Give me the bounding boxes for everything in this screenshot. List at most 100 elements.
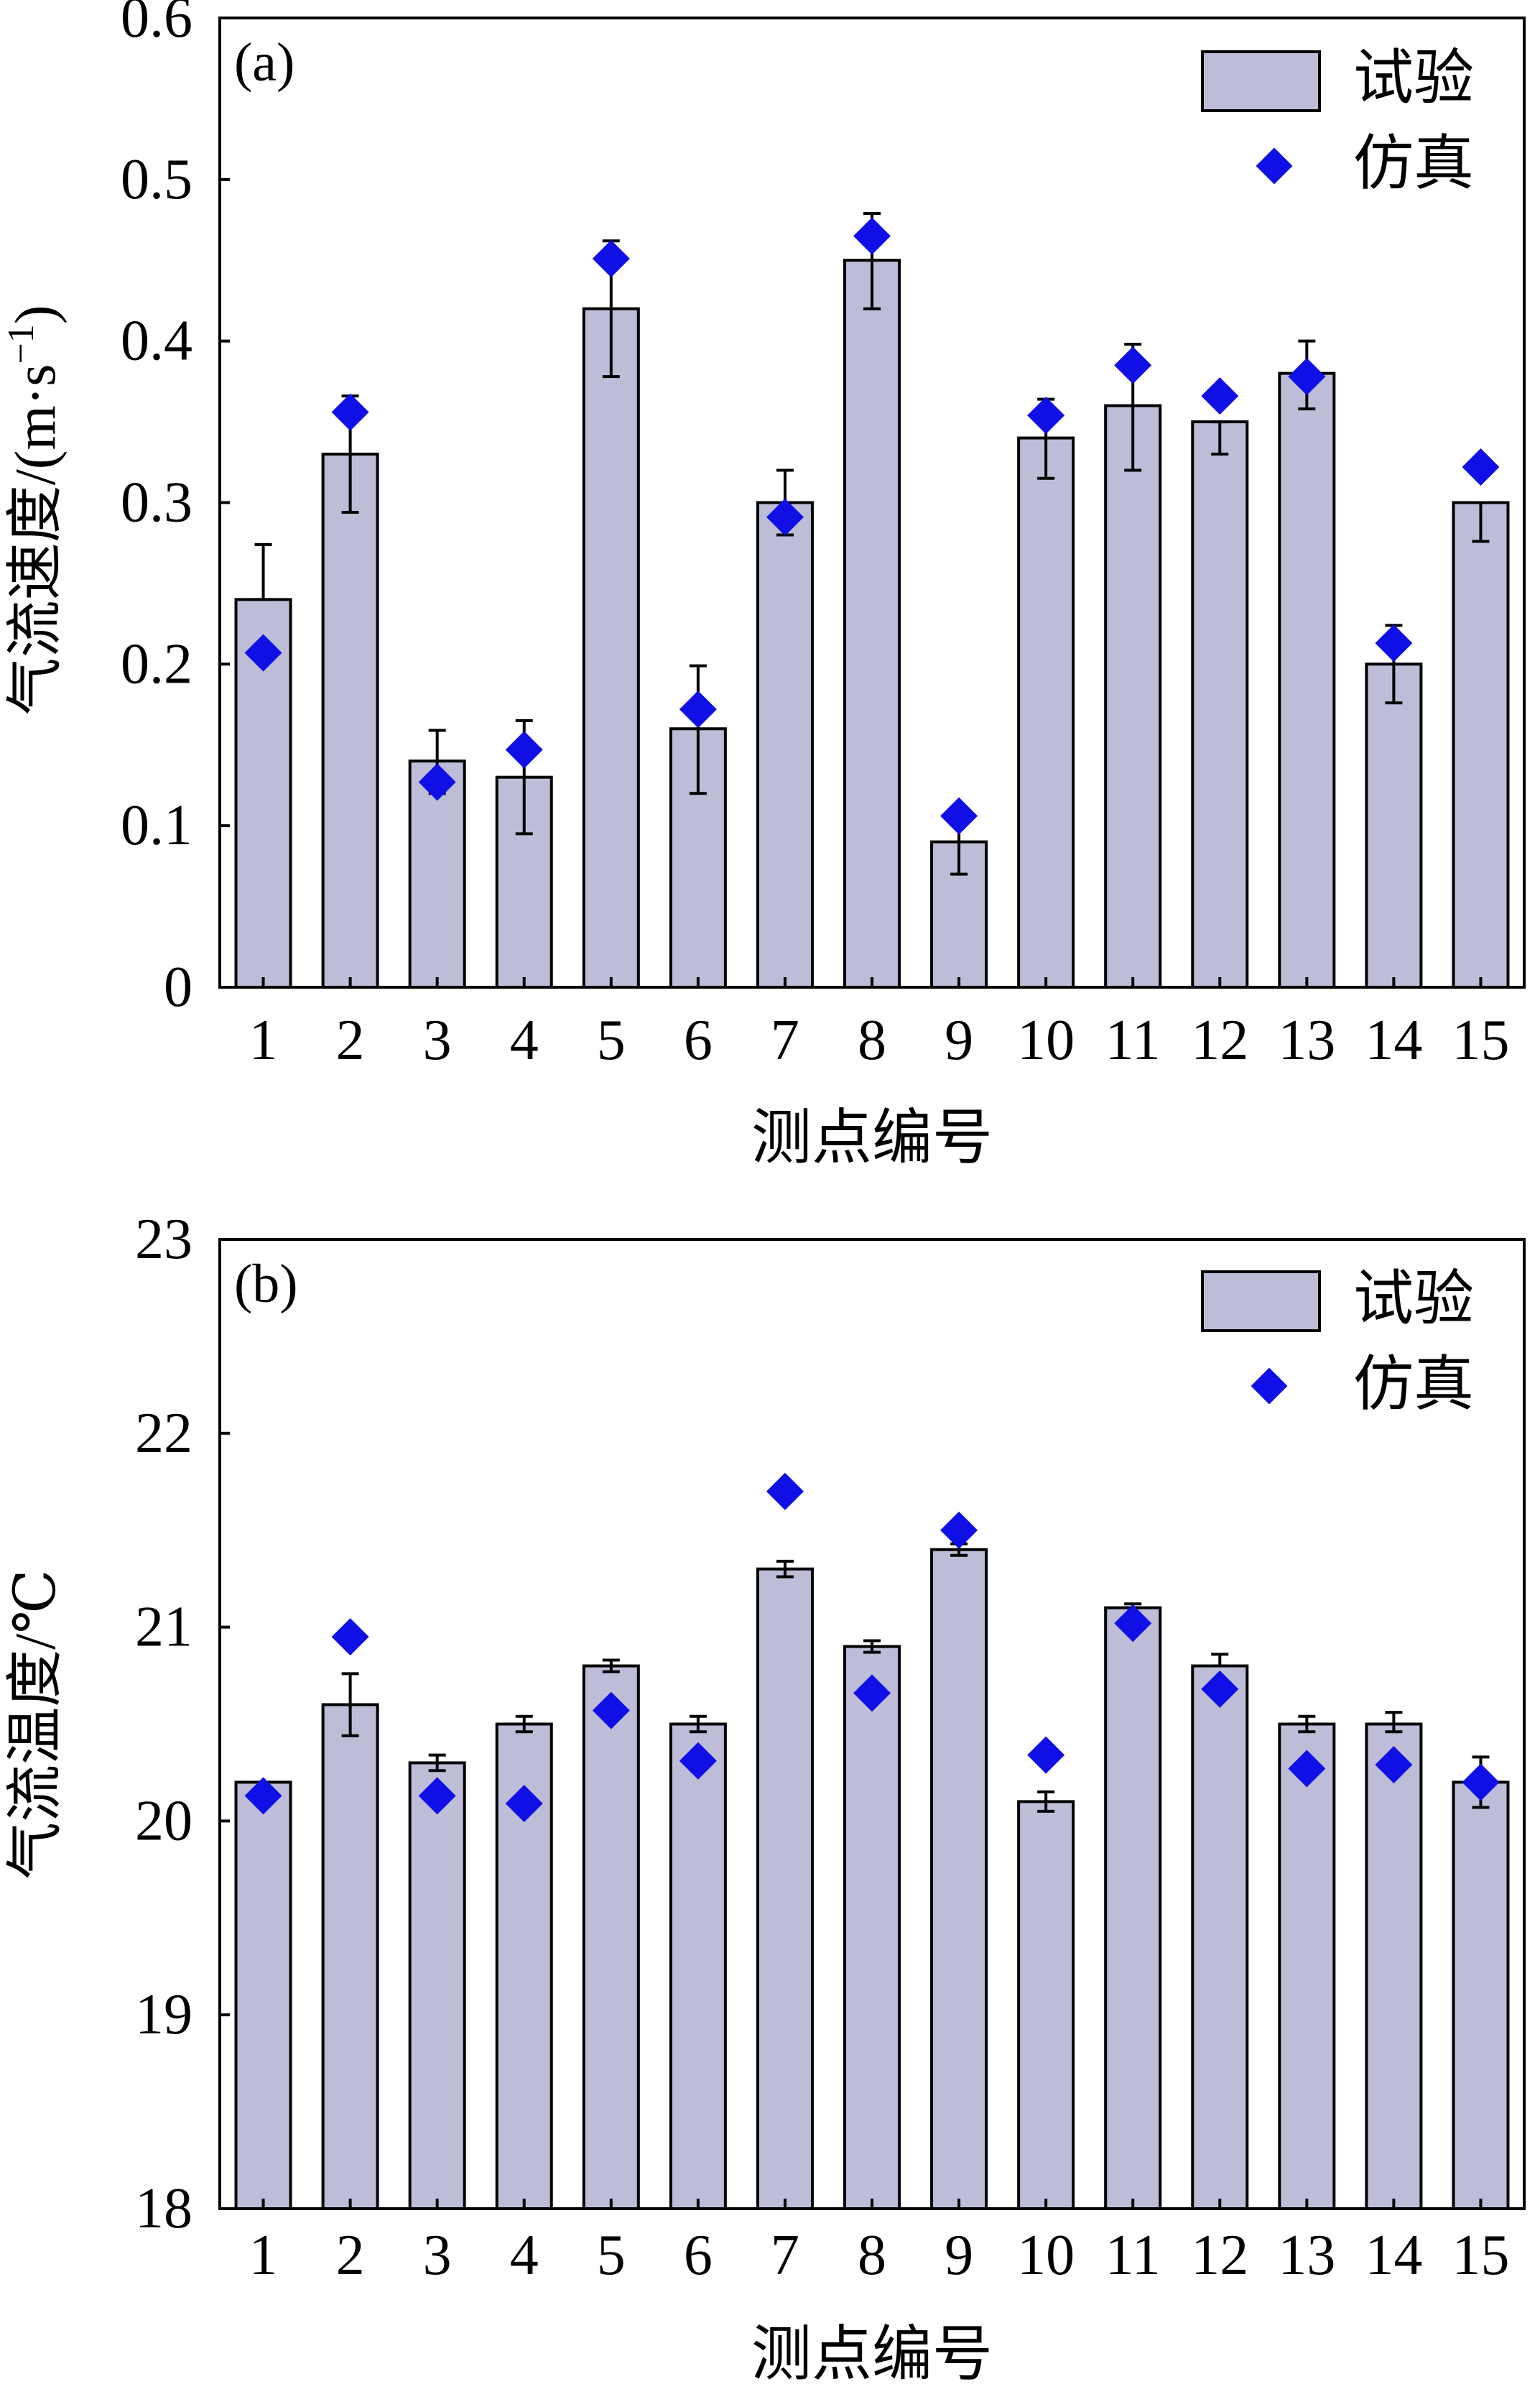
- panel-a-y-axis-label-end: ): [4, 305, 68, 325]
- panel-a-sim-marker-3: [418, 763, 456, 801]
- panel-b-bar-5: [582, 1664, 640, 2211]
- panel-a-ytick-label-3: 0.3: [121, 471, 192, 535]
- panel-a-xtick-label-12: 12: [1191, 1009, 1248, 1072]
- panel-a-xtick-label-3: 3: [423, 1009, 452, 1072]
- panel-b-bar-10: [1017, 1800, 1075, 2210]
- panel-b-errorbar-6: [689, 1714, 707, 1734]
- panel-a-xtick-label-15: 15: [1452, 1009, 1509, 1072]
- panel-a-sim-marker-2: [331, 393, 369, 431]
- panel-a-xtick-label-1: 1: [249, 1009, 278, 1072]
- panel-a-ytick-label-0: 0: [164, 956, 192, 1019]
- panel-a-bar-7: [756, 501, 814, 989]
- panel-a-xtick-label-7: 7: [771, 1009, 799, 1072]
- panel-b-sim-marker-15: [1462, 1763, 1500, 1801]
- panel-b-errorbar-10: [1037, 1790, 1055, 1813]
- panel-a-ytick-label-2: 0.2: [121, 632, 192, 696]
- panel-b-errorbar-7: [776, 1559, 794, 1579]
- panel-a-sim-marker-9: [940, 797, 978, 835]
- panel-a-legend-marker-label: 仿真: [1353, 131, 1474, 198]
- panel-a-sim-marker-10: [1027, 397, 1065, 435]
- panel-b-xtick-label-6: 6: [684, 2224, 713, 2287]
- panel-b-sim-marker-1: [244, 1777, 282, 1815]
- panel-a-xtick-label-11: 11: [1105, 1009, 1161, 1072]
- panel-b-legend-marker-swatch: [1251, 1367, 1288, 1405]
- panel-a-sim-marker-6: [679, 690, 717, 729]
- panel-b-y-axis-label: 气流温度/℃: [4, 1569, 68, 1880]
- panel-a-label: (a): [234, 32, 294, 93]
- panel-a-errorbar-1: [254, 542, 272, 601]
- panel-b-bar-11: [1104, 1606, 1162, 2211]
- panel-b-errorbar-14: [1385, 1711, 1403, 1734]
- panel-a-xtick-label-2: 2: [336, 1009, 365, 1072]
- panel-b-legend-marker-label: 仿真: [1353, 1352, 1474, 1418]
- panel-a-xtick-label-5: 5: [597, 1009, 626, 1072]
- panel-b-ytick-label-1: 19: [135, 1983, 192, 2046]
- panel-a-sim-marker-15: [1462, 448, 1500, 486]
- panel-b-ytick-label-3: 21: [135, 1596, 192, 1659]
- panel-a-sim-marker-12: [1201, 377, 1239, 415]
- panel-a-y-axis-label-sup: −1: [1, 324, 42, 364]
- panel-b-sim-marker-14: [1375, 1746, 1413, 1784]
- panel-a-ytick-label-6: 0.6: [121, 0, 192, 50]
- panel-b-bar-8: [843, 1645, 901, 2211]
- panel-a-legend-marker-swatch: [1256, 147, 1293, 185]
- panel-a-sim-marker-7: [766, 498, 804, 536]
- panel-b-bar-3: [408, 1761, 466, 2210]
- panel-a-bar-11: [1104, 404, 1162, 989]
- panel-b-xtick-label-11: 11: [1105, 2224, 1161, 2287]
- panel-b-errorbar-8: [863, 1639, 881, 1654]
- panel-a-xtick-label-6: 6: [684, 1009, 713, 1072]
- panel-b-ytick-label-5: 23: [135, 1208, 192, 1271]
- panel-b-legend-bar-label: 试验: [1353, 1266, 1474, 1333]
- panel-b-sim-marker-6: [679, 1742, 717, 1780]
- panel-b-bar-1: [234, 1780, 292, 2210]
- panel-a-sim-marker-13: [1288, 358, 1326, 396]
- panel-a-bar-12: [1191, 420, 1249, 989]
- panel-b-errorbar-13: [1298, 1714, 1316, 1734]
- panel-b-sim-marker-12: [1201, 1670, 1239, 1708]
- panel-b-sim-marker-8: [853, 1674, 891, 1712]
- panel-b-xtick-label-12: 12: [1191, 2224, 1248, 2287]
- panel-a-sim-marker-8: [853, 217, 891, 255]
- panel-a-bar-15: [1452, 501, 1510, 989]
- panel-a-sim-marker-1: [244, 634, 282, 672]
- panel-a-bar-10: [1017, 436, 1075, 989]
- panel-b-sim-marker-7: [766, 1472, 804, 1510]
- panel-a-errorbar-6: [689, 664, 707, 795]
- panel-a-bar-2: [321, 453, 379, 989]
- panel-a-xtick-label-8: 8: [858, 1009, 886, 1072]
- panel-b-bar-15: [1452, 1780, 1510, 2210]
- panel-b-errorbar-5: [602, 1658, 620, 1673]
- panel-b-sim-marker-4: [505, 1785, 543, 1823]
- panel-a-legend-bar-swatch: [1201, 50, 1321, 112]
- panel-b-bar-6: [669, 1722, 727, 2210]
- panel-a-bar-14: [1365, 662, 1423, 989]
- panel-a-xtick-label-10: 10: [1017, 1009, 1075, 1072]
- panel-a-xtick-label-14: 14: [1365, 1009, 1422, 1072]
- panel-b-bar-9: [930, 1548, 988, 2210]
- panel-b-xtick-label-1: 1: [249, 2224, 278, 2287]
- panel-a-bar-5: [582, 307, 640, 989]
- panel-a-errorbar-15: [1472, 501, 1490, 543]
- panel-b-x-axis-label: 测点编号: [751, 2321, 993, 2384]
- panel-b-bar-14: [1365, 1722, 1423, 2210]
- panel-b-xtick-label-15: 15: [1452, 2224, 1509, 2287]
- panel-a-y-axis-label-main: 气流速度/(m·s: [4, 364, 68, 716]
- panel-b-xtick-label-2: 2: [336, 2224, 365, 2287]
- panel-a-sim-marker-5: [592, 240, 630, 278]
- panel-b-xtick-label-7: 7: [771, 2224, 799, 2287]
- panel-b-ytick-label-0: 18: [135, 2177, 192, 2240]
- panel-b-errorbar-4: [515, 1714, 533, 1734]
- panel-a-xtick-label-4: 4: [510, 1009, 539, 1072]
- panel-b-xtick-label-8: 8: [858, 2224, 886, 2287]
- panel-b-legend: 试验 仿真: [1201, 1266, 1474, 1418]
- panel-b-sim-marker-5: [592, 1691, 630, 1729]
- panel-b-ytick-label-4: 22: [135, 1402, 192, 1465]
- panel-a-xtick-label-9: 9: [945, 1009, 973, 1072]
- panel-a-legend: 试验 仿真: [1201, 45, 1474, 198]
- panel-a-legend-bar-label: 试验: [1353, 45, 1474, 112]
- panel-b-errorbar-3: [428, 1753, 446, 1773]
- panel-b-errorbar-2: [341, 1672, 359, 1737]
- panel-b-xtick-label-13: 13: [1278, 2224, 1335, 2287]
